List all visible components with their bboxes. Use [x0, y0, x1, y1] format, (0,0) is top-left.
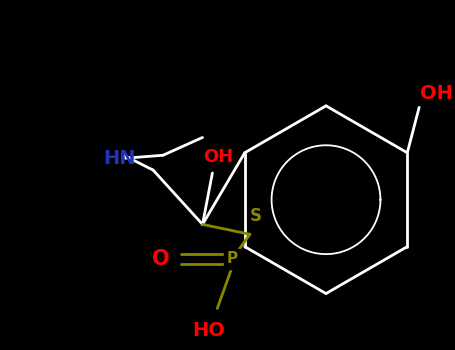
Text: HN: HN — [104, 149, 136, 168]
Text: O: O — [152, 249, 170, 269]
Text: OH: OH — [203, 148, 233, 166]
Text: HO: HO — [192, 321, 225, 340]
Text: P: P — [227, 251, 238, 266]
Text: OH: OH — [420, 84, 453, 103]
Text: S: S — [250, 208, 262, 225]
